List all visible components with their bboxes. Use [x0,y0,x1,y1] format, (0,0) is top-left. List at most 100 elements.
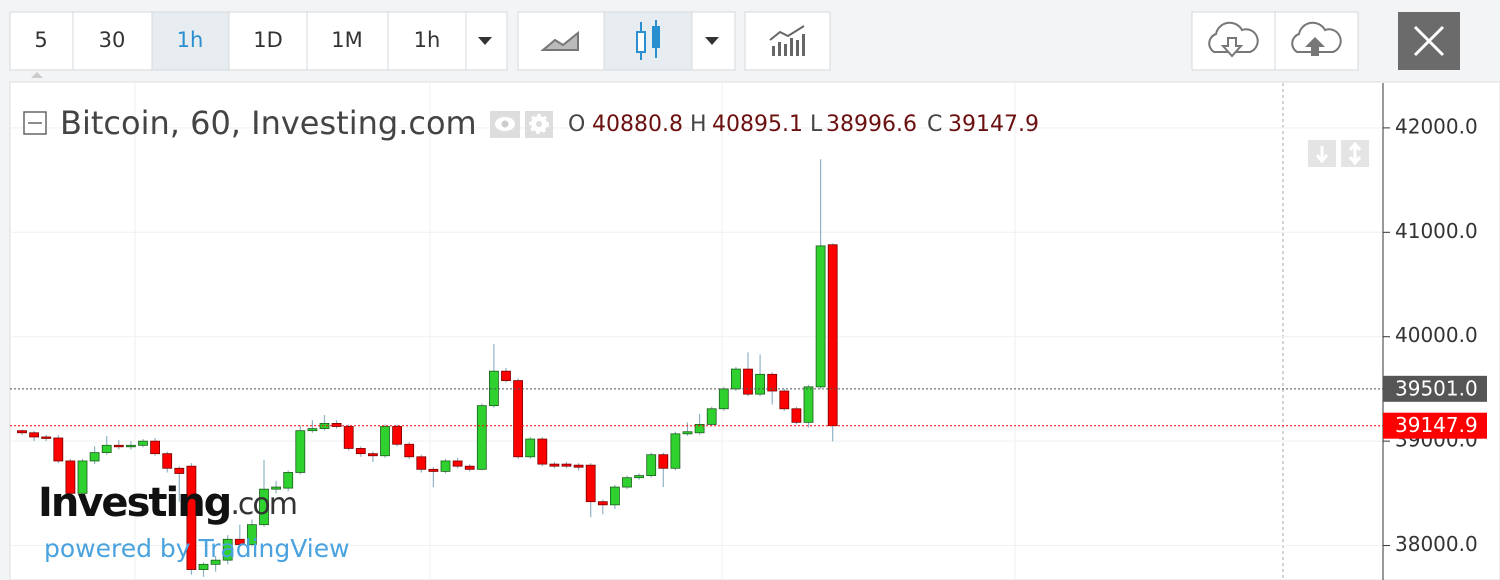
candle-body [476,405,487,470]
interval-label: 1D [253,28,283,52]
candle-body [126,444,136,448]
interval-button[interactable] [228,11,308,71]
ohlc-value: 40895.1 [712,112,803,137]
candle-body [585,464,596,503]
candle-body [331,422,342,427]
interval-button-active[interactable] [151,11,230,71]
candle-body [815,245,826,388]
candle-body [416,456,427,470]
candle-body [89,452,100,462]
candle-body [537,438,548,465]
candle-body [549,463,560,467]
ohlc-value: 40880.8 [592,112,683,137]
candle-body [222,538,233,561]
indicators-icon [769,25,805,56]
candle-body [307,428,318,432]
candle-body [682,431,693,435]
ohlc-key: L [810,112,823,137]
grid [10,83,1383,580]
price-axis: 42000.041000.040000.039000.038000.039501… [1383,114,1487,556]
candle-body [29,432,40,438]
brand-name: Investing [38,480,230,526]
candle-body [646,454,657,476]
interval-button[interactable] [72,11,153,71]
gear-hole [536,121,542,127]
candle-body [65,460,76,494]
interval-label: 1h [177,28,204,52]
interval-label: 30 [99,28,126,52]
y-tick-label: 41000.0 [1395,219,1478,243]
candle-body [561,463,572,467]
dropdown-icon [478,37,492,45]
dropdown-icon [705,37,719,45]
chart-panel [9,81,1500,580]
candle-body [404,443,415,458]
upload-arrow [1305,37,1325,56]
candle-body [779,390,790,410]
interval-button[interactable] [306,11,389,71]
candle-body [77,460,88,494]
candle-body [198,563,209,570]
candle-icon [636,20,660,60]
candle-chart-button[interactable] [603,11,693,71]
candle-body [380,426,390,457]
interval-label: 1M [331,28,362,52]
watermark-brand: Investing.com [38,480,296,526]
line-chart-button[interactable] [517,11,605,71]
ohlc-key: O [568,112,585,137]
interval-button[interactable] [387,11,467,71]
ohlc-value: 39147.9 [948,112,1039,137]
updown-arrow-icon [1348,141,1362,166]
candle-body [355,448,366,455]
download-arrow [1220,37,1244,58]
candle-body [210,559,221,565]
ohlc-legend: O 40880.8 H 40895.1 L 38996.6 C 39147.9 [568,112,1039,137]
down-arrow-icon [1315,146,1329,164]
candle-body [791,408,802,423]
candle-body [658,454,669,469]
price-label: 39501.0 [1395,376,1478,400]
candle-body [731,368,741,390]
brand-suffix: .com [230,487,296,522]
ohlc-value: 38996.6 [826,112,917,137]
price-label-box [1383,375,1487,402]
candle-body [234,538,245,545]
y-tick-label: 38000.0 [1395,532,1478,556]
plot [10,159,1383,577]
candle-body [634,475,644,479]
candle-body [452,460,463,467]
candle-body [295,430,306,473]
candle-body [755,373,765,395]
candle-body [343,426,354,449]
candle-body [803,386,814,423]
ohlc-key: C [927,112,942,137]
candle-body [597,501,608,506]
y-tick-label: 40000.0 [1395,323,1478,347]
indicators-button[interactable] [744,11,831,71]
collapse-arrow [31,72,43,78]
candle-body [694,424,705,434]
toolbar: 5 30 1h 1D 1M 1h [9,11,1460,78]
ohlc-key: H [690,112,707,137]
candle-body [367,453,378,457]
candle-body [573,464,584,468]
line-chart-icon [540,30,579,51]
chart-title: Bitcoin, 60, Investing.com [60,104,477,142]
candle-body [743,368,753,395]
candle-body [827,244,838,427]
candle-body [41,436,52,439]
watermark-credit[interactable]: powered by TradingView [44,534,350,563]
candle-body [186,465,197,570]
candle-body [513,380,523,458]
interval-button[interactable] [9,11,74,71]
candle-body [150,440,161,455]
candle-body [622,477,632,488]
candle-body [162,453,173,469]
y-tick-label: 42000.0 [1395,114,1478,138]
candle-body [464,465,475,470]
candle-body [174,467,185,474]
candle-body [17,430,27,434]
candle-body [101,444,112,454]
candle-body [428,468,439,472]
candle-body [113,444,124,448]
